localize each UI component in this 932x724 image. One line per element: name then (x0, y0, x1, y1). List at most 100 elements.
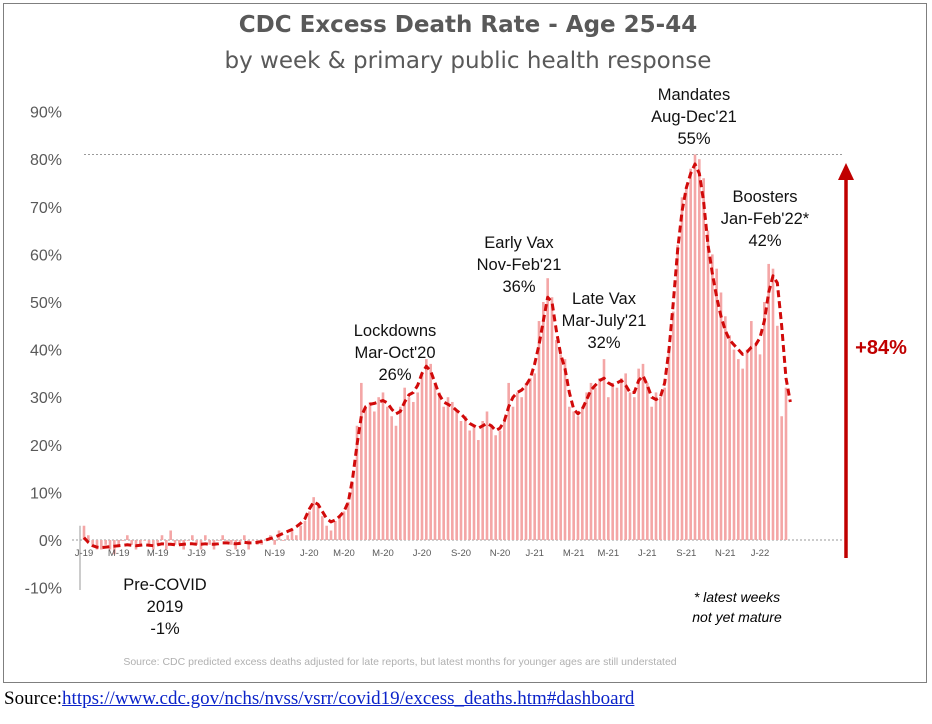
annotation-line: Mar-July'21 (562, 312, 647, 330)
bar (381, 392, 385, 540)
x-tick-label: M-21 (563, 548, 585, 559)
bar (693, 154, 697, 540)
annotation-line: Aug-Dec'21 (651, 108, 737, 126)
annotation-line: 55% (677, 130, 710, 148)
bar (468, 430, 471, 540)
chart-title: CDC Excess Death Rate - Age 25-44 (239, 12, 697, 38)
bar (108, 540, 112, 550)
bar (169, 530, 172, 540)
bar (754, 344, 757, 540)
bar (130, 540, 133, 545)
bar (576, 416, 580, 540)
bar (451, 401, 454, 540)
bar (186, 540, 190, 541)
bar (555, 340, 558, 540)
bar (464, 416, 467, 540)
bar (533, 373, 536, 540)
x-tick-label: J-22 (751, 548, 769, 559)
bar (91, 540, 94, 545)
bar (438, 392, 441, 540)
bar (477, 440, 480, 540)
annotation-line: Pre-COVID (123, 576, 207, 594)
bar (290, 530, 294, 540)
bar (594, 387, 597, 540)
source-prefix: Source: (4, 688, 63, 709)
annotation-line: Mar-Oct'20 (354, 344, 435, 362)
bar (208, 540, 211, 545)
annotation-line: -1% (150, 620, 180, 638)
trend-line-group (82, 162, 792, 550)
bar (737, 359, 740, 540)
bar (368, 401, 372, 540)
bar (641, 363, 645, 540)
bar (390, 416, 393, 540)
x-tick-label: M-20 (333, 548, 355, 559)
x-tick-label: N-19 (264, 548, 285, 559)
bar (221, 535, 224, 540)
bar (524, 382, 528, 540)
bar (784, 387, 788, 540)
bar (615, 387, 619, 540)
bar (243, 535, 246, 540)
bar (633, 397, 636, 540)
bar (698, 159, 701, 540)
bar (191, 535, 194, 540)
bar (143, 540, 146, 541)
bar (763, 302, 766, 540)
bar (581, 406, 584, 540)
bar (767, 263, 770, 540)
bar (624, 373, 627, 540)
bar (728, 335, 731, 540)
bar (334, 520, 337, 540)
bar (507, 382, 510, 540)
bar (312, 497, 315, 540)
bar (568, 406, 571, 540)
bar (139, 540, 142, 545)
bar (676, 244, 679, 540)
bar (303, 520, 307, 540)
bar (732, 349, 736, 540)
y-tick-label: 30% (30, 390, 62, 407)
bar (308, 511, 311, 540)
footnote-line-2: not yet mature (692, 609, 782, 625)
bar (607, 397, 610, 540)
bar (459, 421, 463, 540)
annotation-line: 2019 (147, 598, 184, 616)
y-tick-label: 80% (30, 152, 62, 169)
bar (628, 392, 632, 540)
bar (87, 535, 90, 540)
annotation-line: Boosters (732, 188, 797, 206)
bar (121, 540, 125, 541)
bar (178, 540, 181, 545)
bar (126, 535, 129, 540)
x-tick-label: N-20 (490, 548, 511, 559)
bar (442, 406, 445, 540)
annotation-line: Nov-Feb'21 (477, 256, 562, 274)
annotation-line: 26% (378, 366, 411, 384)
y-axis-ticks: -10% 0% 10% 20% 30% 40% 50% 60% 70% 80% 90% (25, 105, 62, 598)
bar (503, 421, 506, 540)
bar (715, 268, 718, 540)
bar (217, 540, 220, 541)
source-note: Source: CDC predicted excess deaths adju… (123, 656, 676, 668)
bar (247, 540, 250, 550)
bar (537, 321, 541, 540)
bar (516, 392, 519, 540)
x-tick-label: S-20 (451, 548, 471, 559)
bar (446, 397, 450, 540)
bar (377, 397, 380, 540)
excess-death-chart: CDC Excess Death Rate - Age 25-44 by wee… (25, 12, 907, 668)
bar (364, 406, 367, 540)
bar (420, 373, 424, 540)
bar (646, 382, 649, 540)
source-link[interactable]: https://www.cdc.gov/nchs/nvss/vsrr/covid… (62, 688, 635, 709)
bar (403, 387, 406, 540)
bar (667, 349, 671, 540)
bar (706, 230, 710, 540)
bar (433, 382, 437, 540)
bar (776, 325, 779, 540)
annotation-line: Mandates (658, 86, 730, 104)
bar (360, 382, 363, 540)
bar (780, 416, 783, 540)
bar (386, 406, 389, 540)
